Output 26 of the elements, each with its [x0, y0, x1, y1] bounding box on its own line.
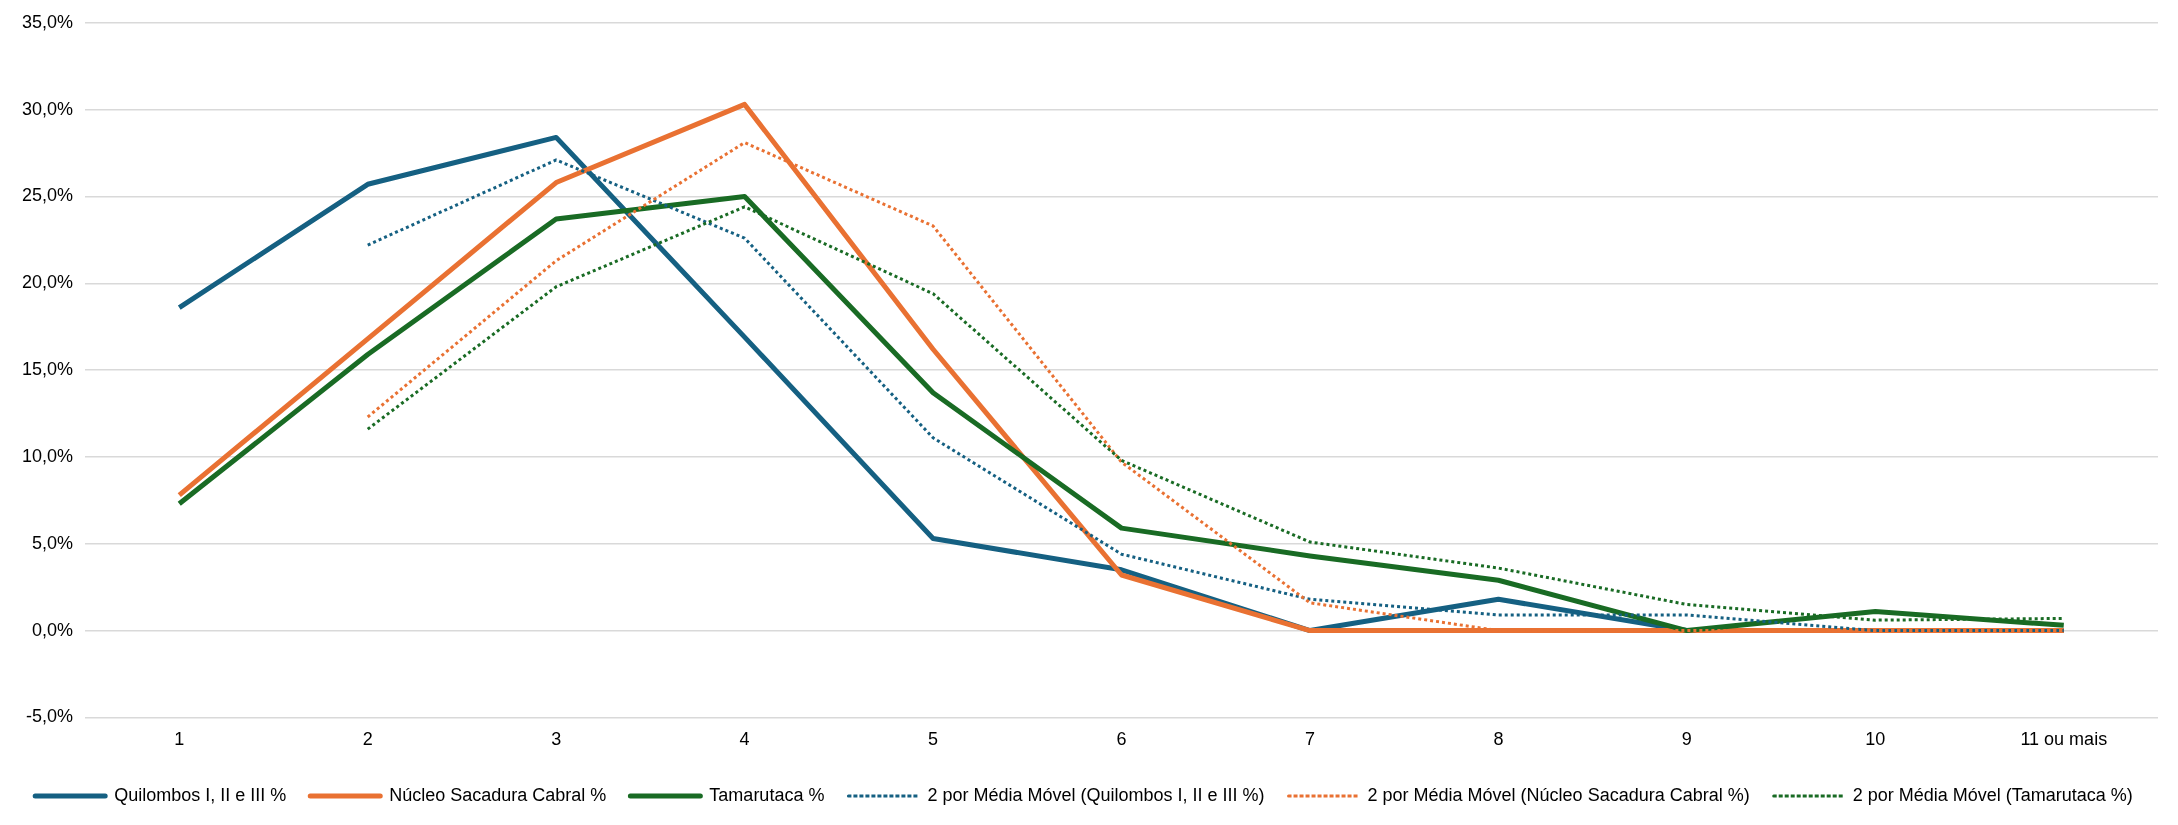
y-tick-label: 25,0% [21, 185, 74, 206]
x-tick-label: 6 [1116, 729, 1127, 750]
y-tick-label: 5,0% [32, 532, 74, 553]
legend-label: Tamarutaca % [709, 784, 825, 805]
x-tick-label: 2 [362, 729, 373, 750]
y-tick-label: 15,0% [21, 359, 74, 380]
x-tick-label: 11 ou mais [2020, 729, 2108, 750]
x-tick-label: 8 [1493, 729, 1504, 750]
x-tick-label: 5 [928, 729, 939, 750]
y-tick-label: 0,0% [32, 619, 74, 640]
y-tick-label: 20,0% [21, 272, 74, 293]
x-tick-label: 4 [739, 729, 750, 750]
legend-label: Quilombos I, II e III % [114, 784, 287, 805]
y-tick-label: 30,0% [21, 98, 74, 119]
legend-label: 2 por Média Móvel (Núcleo Sacadura Cabral %) [1367, 784, 1750, 805]
legend-label: 2 por Média Móvel (Tamarutaca %) [1852, 784, 2133, 805]
legend-label: Núcleo Sacadura Cabral % [389, 784, 607, 805]
y-tick-label: -5,0% [26, 706, 74, 727]
x-tick-label: 3 [551, 729, 562, 750]
x-tick-label: 1 [174, 729, 185, 750]
x-tick-label: 10 [1865, 729, 1886, 750]
y-tick-label: 10,0% [21, 445, 74, 466]
y-tick-label: 35,0% [21, 11, 74, 32]
legend-label: 2 por Média Móvel (Quilombos I, II e III %) [927, 784, 1265, 805]
x-tick-label: 7 [1304, 729, 1315, 750]
x-tick-label: 9 [1681, 729, 1692, 750]
